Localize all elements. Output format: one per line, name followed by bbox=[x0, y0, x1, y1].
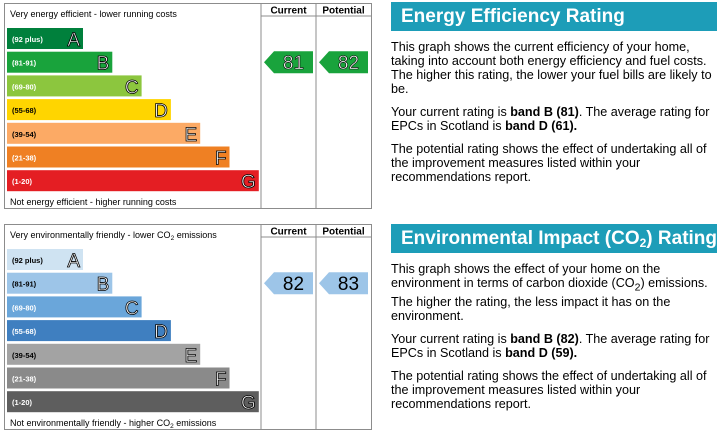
band-range-label: (1-20) bbox=[12, 177, 33, 186]
energy-desc-paragraph-2: Your current rating is band B (81). The … bbox=[391, 105, 717, 133]
energy-efficiency-description: Energy Efficiency Rating This graph show… bbox=[391, 2, 717, 184]
energy-desc-text: . The average rating for EPCs in Scotlan… bbox=[391, 105, 710, 133]
band-letter-c: C bbox=[125, 298, 139, 319]
potential-column-header: Potential bbox=[322, 6, 364, 17]
env-current-band: band B (82) bbox=[510, 331, 579, 346]
current-column-header: Current bbox=[270, 6, 307, 17]
band-letter-d: D bbox=[154, 101, 168, 122]
current-rating-arrow bbox=[264, 51, 313, 74]
band-letter-b: B bbox=[97, 54, 110, 75]
band-range-label: (21-38) bbox=[12, 154, 37, 163]
band-letter-f: F bbox=[215, 370, 227, 391]
energy-average-band: band D (61). bbox=[505, 119, 578, 133]
band-bar-c bbox=[7, 296, 142, 318]
band-letter-c: C bbox=[125, 77, 139, 98]
potential-rating-arrow bbox=[319, 51, 368, 74]
band-bar-c bbox=[7, 75, 142, 97]
band-bar-g bbox=[7, 170, 259, 192]
band-range-label: (92 plus) bbox=[12, 35, 43, 44]
band-bar-b bbox=[7, 272, 113, 294]
current-rating-value: 81 bbox=[283, 53, 304, 74]
band-bar-f bbox=[7, 146, 230, 168]
band-bar-d bbox=[7, 99, 171, 121]
band-range-label: (39-54) bbox=[12, 351, 37, 360]
env-desc-text: . The average rating for EPCs in Scotlan… bbox=[391, 331, 710, 360]
band-letter-f: F bbox=[215, 149, 227, 170]
bottom-axis-label: Not energy efficient - higher running co… bbox=[10, 197, 177, 207]
top-axis-label: Very energy efficient - lower running co… bbox=[10, 9, 177, 19]
environmental-impact-svg: Current Potential Very environmentally fri… bbox=[7, 225, 371, 429]
potential-rating-arrow bbox=[319, 272, 368, 295]
band-bar-e bbox=[7, 122, 201, 144]
energy-desc-text: Your current rating is bbox=[391, 105, 511, 119]
band-letter-a: A bbox=[67, 251, 80, 272]
band-range-label: (92 plus) bbox=[12, 256, 43, 265]
band-range-label: (1-20) bbox=[12, 398, 33, 407]
top-axis-label: Very environmentally friendly - lower CO… bbox=[10, 230, 217, 242]
band-bar-e bbox=[7, 343, 201, 365]
env-average-band: band D (59). bbox=[505, 345, 578, 360]
env-desc-text: ) emissions. The higher the rating, the … bbox=[391, 276, 708, 323]
band-range-label: (21-38) bbox=[12, 375, 37, 384]
band-range-label: (55-68) bbox=[12, 106, 37, 115]
energy-current-band: band B (81) bbox=[510, 105, 579, 119]
band-bar-d bbox=[7, 320, 171, 342]
environmental-impact-title: Environmental Impact (CO2) Rating bbox=[391, 224, 717, 253]
environmental-impact-description: Environmental Impact (CO2) Rating This g… bbox=[391, 224, 717, 411]
energy-efficiency-title: Energy Efficiency Rating bbox=[391, 2, 717, 31]
env-desc-subscript: 2 bbox=[634, 281, 641, 294]
band-bar-a bbox=[7, 28, 83, 49]
current-rating-value: 82 bbox=[283, 274, 304, 295]
current-column-header: Current bbox=[270, 227, 307, 238]
band-letter-e: E bbox=[185, 125, 198, 146]
band-letter-b: B bbox=[97, 275, 110, 296]
band-letter-a: A bbox=[67, 30, 80, 51]
band-bar-a bbox=[7, 249, 83, 270]
env-title-subscript: 2 bbox=[639, 236, 647, 250]
energy-desc-paragraph-1: This graph shows the current efficiency … bbox=[391, 40, 712, 96]
potential-rating-value: 82 bbox=[338, 53, 359, 74]
current-rating-arrow bbox=[264, 272, 313, 295]
band-letter-e: E bbox=[185, 346, 198, 367]
band-range-label: (39-54) bbox=[12, 130, 37, 139]
band-bar-b bbox=[7, 51, 113, 73]
env-desc-text: Your current rating is bbox=[391, 331, 511, 346]
band-letter-g: G bbox=[241, 172, 256, 193]
band-bar-g bbox=[7, 391, 259, 413]
env-desc-paragraph-2: Your current rating is band B (82). The … bbox=[391, 332, 717, 360]
band-range-label: (81-91) bbox=[12, 280, 37, 289]
band-range-label: (69-80) bbox=[12, 303, 37, 312]
bottom-axis-label: Not environmentally friendly - higher CO… bbox=[10, 418, 217, 429]
env-title-text: Environmental Impact (CO bbox=[401, 228, 640, 249]
env-desc-paragraph-3: The potential rating shows the effect of… bbox=[391, 368, 707, 411]
env-title-text: ) Rating bbox=[646, 228, 718, 249]
env-desc-paragraph-1: This graph shows the effect of your home… bbox=[391, 262, 717, 323]
band-letter-g: G bbox=[241, 393, 256, 414]
energy-efficiency-chart: Current Potential Very energy efficient - … bbox=[4, 3, 372, 209]
band-letter-d: D bbox=[154, 322, 168, 343]
env-desc-text: This graph shows the effect of your home… bbox=[391, 262, 661, 290]
band-bar-f bbox=[7, 367, 230, 389]
energy-desc-paragraph-3: The potential rating shows the effect of… bbox=[391, 142, 707, 184]
potential-rating-value: 83 bbox=[338, 274, 359, 295]
band-range-label: (81-91) bbox=[12, 59, 37, 68]
potential-column-header: Potential bbox=[322, 227, 364, 238]
environmental-impact-chart: Current Potential Very environmentally fri… bbox=[4, 224, 372, 430]
band-range-label: (55-68) bbox=[12, 327, 37, 336]
band-range-label: (69-80) bbox=[12, 82, 37, 91]
energy-efficiency-svg: Current Potential Very energy efficient - … bbox=[7, 4, 371, 208]
